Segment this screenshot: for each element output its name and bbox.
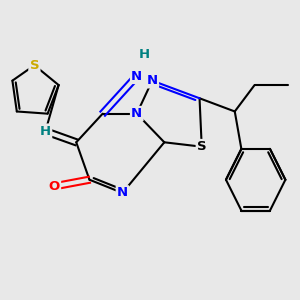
Text: N: N bbox=[147, 74, 158, 87]
Text: O: O bbox=[49, 180, 60, 193]
Text: S: S bbox=[30, 59, 39, 72]
Text: H: H bbox=[139, 48, 150, 61]
Text: N: N bbox=[131, 70, 142, 83]
Text: S: S bbox=[197, 140, 207, 153]
Text: N: N bbox=[131, 107, 142, 120]
Text: H: H bbox=[40, 125, 51, 138]
Text: N: N bbox=[117, 186, 128, 200]
Text: H: H bbox=[139, 48, 150, 61]
